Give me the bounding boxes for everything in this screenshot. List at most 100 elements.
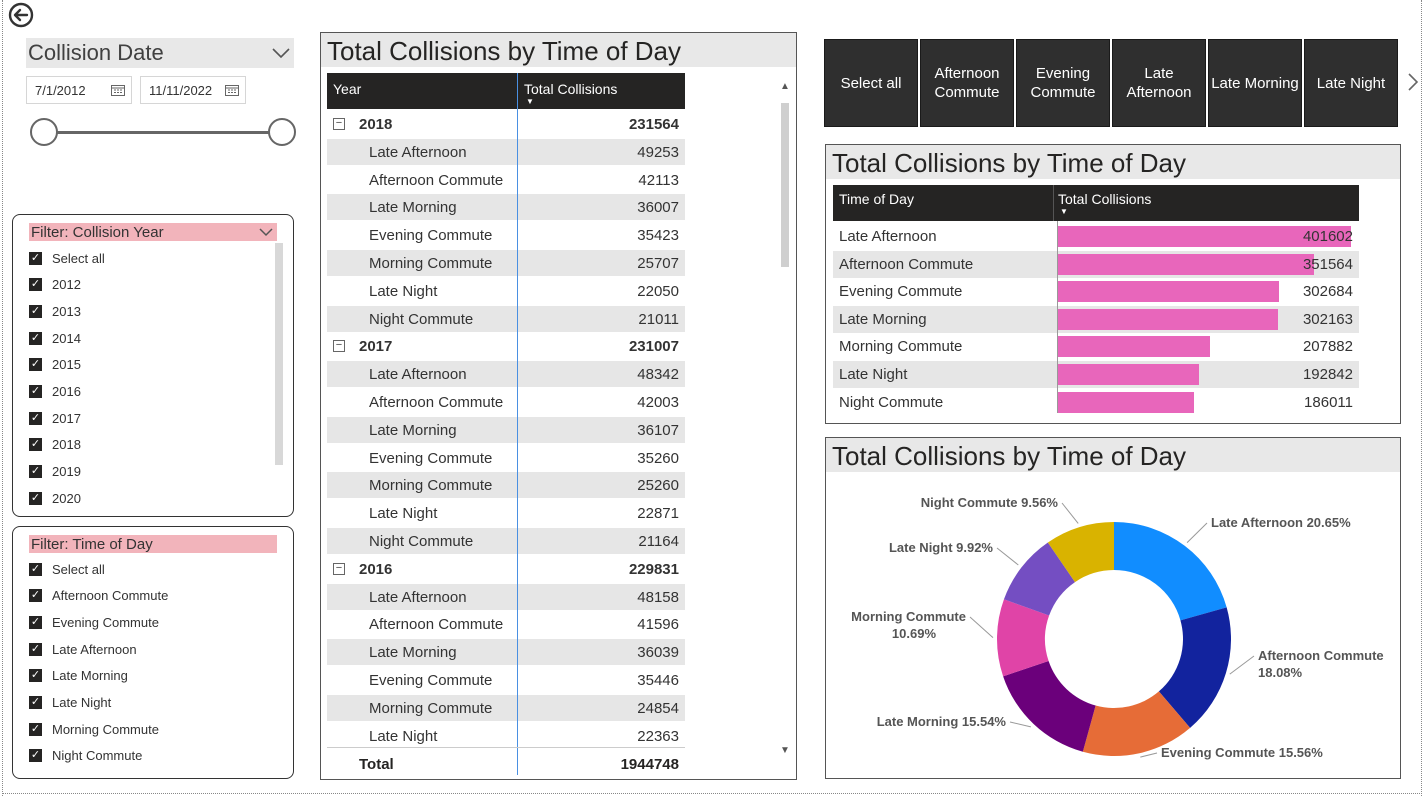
scroll-thumb[interactable]	[781, 103, 789, 267]
filter-option[interactable]: ✓ Late Morning	[29, 667, 128, 685]
filter-option[interactable]: ✓ Late Afternoon	[29, 640, 137, 658]
checkbox-checked-icon[interactable]: ✓	[29, 562, 42, 576]
filter-option[interactable]: ✓ 2012	[29, 276, 81, 294]
checkbox-checked-icon[interactable]: ✓	[29, 722, 42, 736]
matrix-row[interactable]: Late Morning 36039	[327, 639, 685, 666]
bar-table-col-value[interactable]: Total Collisions	[1058, 191, 1152, 207]
filter-option[interactable]: ✓ Morning Commute	[29, 720, 159, 738]
matrix-row[interactable]: Late Afternoon 48342	[327, 361, 685, 388]
range-end-handle[interactable]	[268, 118, 296, 146]
collapse-icon[interactable]: −	[333, 340, 345, 353]
matrix-row[interactable]: Evening Commute 35446	[327, 667, 685, 693]
matrix-row[interactable]: Late Morning 36107	[327, 416, 685, 443]
filter-option[interactable]: ✓ 2017	[29, 409, 81, 427]
bar-table-col-label[interactable]: Time of Day	[839, 191, 914, 207]
calendar-icon[interactable]	[225, 84, 239, 96]
range-start-handle[interactable]	[30, 118, 58, 146]
scroll-up-icon[interactable]: ▲	[780, 81, 790, 92]
filter-option[interactable]: ✓ 2019	[29, 463, 81, 481]
matrix-row[interactable]: Afternoon Commute 41596	[327, 611, 685, 637]
bar-table-row[interactable]: Late Morning 302163	[833, 305, 1359, 333]
time-button[interactable]: Late Afternoon	[1112, 39, 1206, 127]
matrix-row[interactable]: Evening Commute 35423	[327, 222, 685, 248]
year-filter-scrollbar[interactable]	[275, 243, 283, 465]
filter-option[interactable]: ✓ Select all	[29, 249, 105, 267]
chevron-down-icon[interactable]	[259, 227, 273, 237]
time-filter-header[interactable]: Filter: Time of Day	[29, 535, 277, 553]
bar-table-row[interactable]: Late Afternoon 401602	[833, 223, 1359, 250]
checkbox-checked-icon[interactable]: ✓	[29, 642, 42, 656]
filter-option[interactable]: ✓ 2016	[29, 383, 81, 401]
matrix-row[interactable]: Night Commute 21164	[327, 528, 685, 554]
matrix-row[interactable]: Afternoon Commute 42113	[327, 167, 685, 193]
donut-slice[interactable]	[1047, 522, 1114, 583]
donut-slice[interactable]	[1158, 607, 1231, 728]
donut-slice[interactable]	[1003, 661, 1096, 752]
filter-option[interactable]: ✓ Afternoon Commute	[29, 587, 168, 605]
time-button[interactable]: Late Morning	[1208, 39, 1302, 127]
matrix-col-total[interactable]: Total Collisions	[524, 81, 618, 97]
matrix-row[interactable]: Late Night 22871	[327, 500, 685, 526]
matrix-year-row[interactable]: − 2018 231564	[327, 111, 685, 137]
filter-option[interactable]: ✓ Evening Commute	[29, 613, 159, 631]
matrix-row[interactable]: Late Afternoon 48158	[327, 583, 685, 610]
donut-slice[interactable]	[1082, 691, 1191, 756]
matrix-year-row[interactable]: − 2016 229831	[327, 556, 685, 582]
matrix-row[interactable]: Late Morning 36007	[327, 194, 685, 221]
chevron-right-icon[interactable]	[1406, 70, 1420, 94]
chevron-down-icon[interactable]	[272, 47, 290, 59]
bar-table-row[interactable]: Late Night 192842	[833, 361, 1359, 388]
matrix-row[interactable]: Late Night 22363	[327, 723, 685, 749]
matrix-year-row[interactable]: − 2017 231007	[327, 333, 685, 359]
checkbox-checked-icon[interactable]: ✓	[29, 696, 42, 709]
checkbox-checked-icon[interactable]: ✓	[29, 438, 42, 452]
matrix-col-year[interactable]: Year	[333, 81, 362, 97]
bar-table-row[interactable]: Night Commute 186011	[833, 389, 1359, 416]
donut-slice[interactable]	[1114, 522, 1227, 621]
matrix-row[interactable]: Morning Commute 25260	[327, 472, 685, 499]
checkbox-checked-icon[interactable]: ✓	[29, 331, 42, 345]
filter-option[interactable]: ✓ Late Night	[29, 694, 111, 712]
filter-option[interactable]: ✓ 2014	[29, 329, 81, 347]
checkbox-checked-icon[interactable]: ✓	[29, 491, 42, 505]
calendar-icon[interactable]	[111, 84, 125, 96]
donut-slice[interactable]	[997, 599, 1050, 677]
checkbox-checked-icon[interactable]: ✓	[29, 278, 42, 292]
start-date-input[interactable]: 7/1/2012	[26, 76, 132, 104]
checkbox-checked-icon[interactable]: ✓	[29, 411, 42, 425]
checkbox-checked-icon[interactable]: ✓	[29, 669, 42, 683]
matrix-row[interactable]: Morning Commute 24854	[327, 694, 685, 721]
checkbox-checked-icon[interactable]: ✓	[29, 251, 42, 265]
time-button[interactable]: Evening Commute	[1016, 39, 1110, 127]
filter-option[interactable]: ✓ Select all	[29, 560, 105, 578]
checkbox-checked-icon[interactable]: ✓	[29, 385, 42, 398]
year-filter-header[interactable]: Filter: Collision Year	[29, 223, 277, 241]
filter-option[interactable]: ✓ 2013	[29, 302, 81, 320]
checkbox-checked-icon[interactable]: ✓	[29, 304, 42, 318]
matrix-scrollbar[interactable]: ▲ ▼	[779, 77, 791, 763]
filter-option[interactable]: ✓ 2018	[29, 436, 81, 454]
collapse-icon[interactable]: −	[333, 562, 345, 575]
checkbox-checked-icon[interactable]: ✓	[29, 465, 42, 479]
filter-option[interactable]: ✓ 2020	[29, 489, 81, 507]
time-button[interactable]: Afternoon Commute	[920, 39, 1014, 127]
donut-slice[interactable]	[1003, 542, 1076, 616]
matrix-row[interactable]: Evening Commute 35260	[327, 445, 685, 471]
scroll-down-icon[interactable]: ▼	[780, 745, 790, 756]
end-date-input[interactable]: 11/11/2022	[140, 76, 246, 104]
date-slicer-header[interactable]: Collision Date	[26, 38, 294, 68]
filter-option[interactable]: ✓ 2015	[29, 356, 81, 374]
bar-table-row[interactable]: Evening Commute 302684	[833, 278, 1359, 305]
bar-table-row[interactable]: Afternoon Commute 351564	[833, 250, 1359, 278]
time-button[interactable]: Late Night	[1304, 39, 1398, 127]
matrix-row[interactable]: Morning Commute 25707	[327, 250, 685, 276]
collapse-icon[interactable]: −	[333, 118, 345, 130]
date-range-slider[interactable]	[28, 116, 296, 150]
matrix-row[interactable]: Late Afternoon 49253	[327, 138, 685, 165]
bar-table-row[interactable]: Morning Commute 207882	[833, 333, 1359, 360]
matrix-row[interactable]: Afternoon Commute 42003	[327, 389, 685, 415]
checkbox-checked-icon[interactable]: ✓	[29, 615, 42, 629]
checkbox-checked-icon[interactable]: ✓	[29, 589, 42, 603]
matrix-row[interactable]: Night Commute 21011	[327, 305, 685, 332]
checkbox-checked-icon[interactable]: ✓	[29, 358, 42, 372]
